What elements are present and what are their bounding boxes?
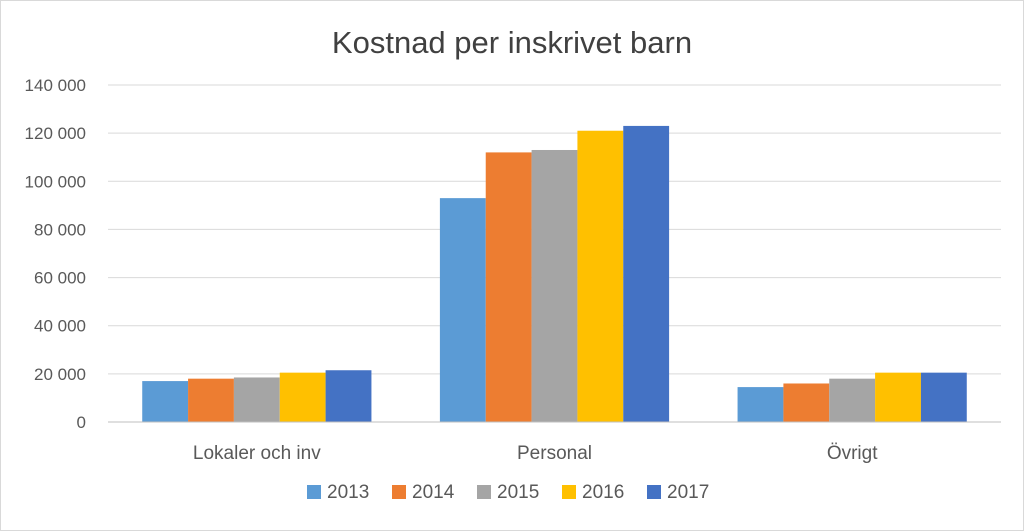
bar-2017-2 [623,125,670,423]
legend-label: 2015 [497,482,539,503]
legend-swatch [392,485,406,499]
y-axis-ticks: 0 20 000 40 000 60 000 80 000 100 000 120 000 1… [25,76,86,432]
y-tick-label: 40 000 [34,317,86,336]
bar-2013-3 [737,387,784,422]
legend-swatch [307,485,321,499]
legend-item-2013: 2013 [307,482,369,503]
x-tick-label: Personal [517,443,592,464]
bar-2016-1 [279,372,326,422]
y-tick-label: 0 [77,413,86,432]
bars [142,125,967,423]
y-tick-label: 80 000 [34,220,86,239]
bar-2014-3 [783,383,830,422]
bar-2015-2 [531,149,578,422]
y-tick-label: 140 000 [25,76,86,95]
legend: 2013 2014 2015 2016 2017 [307,482,709,503]
x-axis-ticks: Lokaler och inv Personal Övrigt [193,443,878,464]
chart-title: Kostnad per inskrivet barn [332,25,692,60]
x-tick-label: Övrigt [827,443,878,464]
x-tick-label: Lokaler och inv [193,443,321,464]
y-tick-label: 120 000 [25,124,86,143]
bar-2016-2 [577,130,624,422]
legend-item-2016: 2016 [562,482,624,503]
y-tick-label: 100 000 [25,172,86,191]
bar-2015-1 [233,377,280,422]
bar-2017-1 [325,370,372,422]
legend-label: 2017 [667,482,709,503]
legend-swatch [647,485,661,499]
bar-2016-3 [875,372,921,422]
legend-swatch [562,485,576,499]
y-tick-label: 20 000 [34,365,86,384]
legend-label: 2016 [582,482,624,503]
legend-label: 2013 [327,482,369,503]
bar-2013-2 [439,198,486,422]
bar-2013-1 [142,381,189,422]
bar-2014-1 [188,378,234,422]
bar-2014-2 [485,152,532,422]
legend-item-2015: 2015 [477,482,539,503]
y-tick-label: 60 000 [34,269,86,288]
bar-2015-3 [829,378,876,422]
legend-swatch [477,485,491,499]
legend-item-2014: 2014 [392,482,455,503]
legend-label: 2014 [412,482,455,503]
legend-item-2017: 2017 [647,482,709,503]
bar-2017-3 [920,372,967,422]
